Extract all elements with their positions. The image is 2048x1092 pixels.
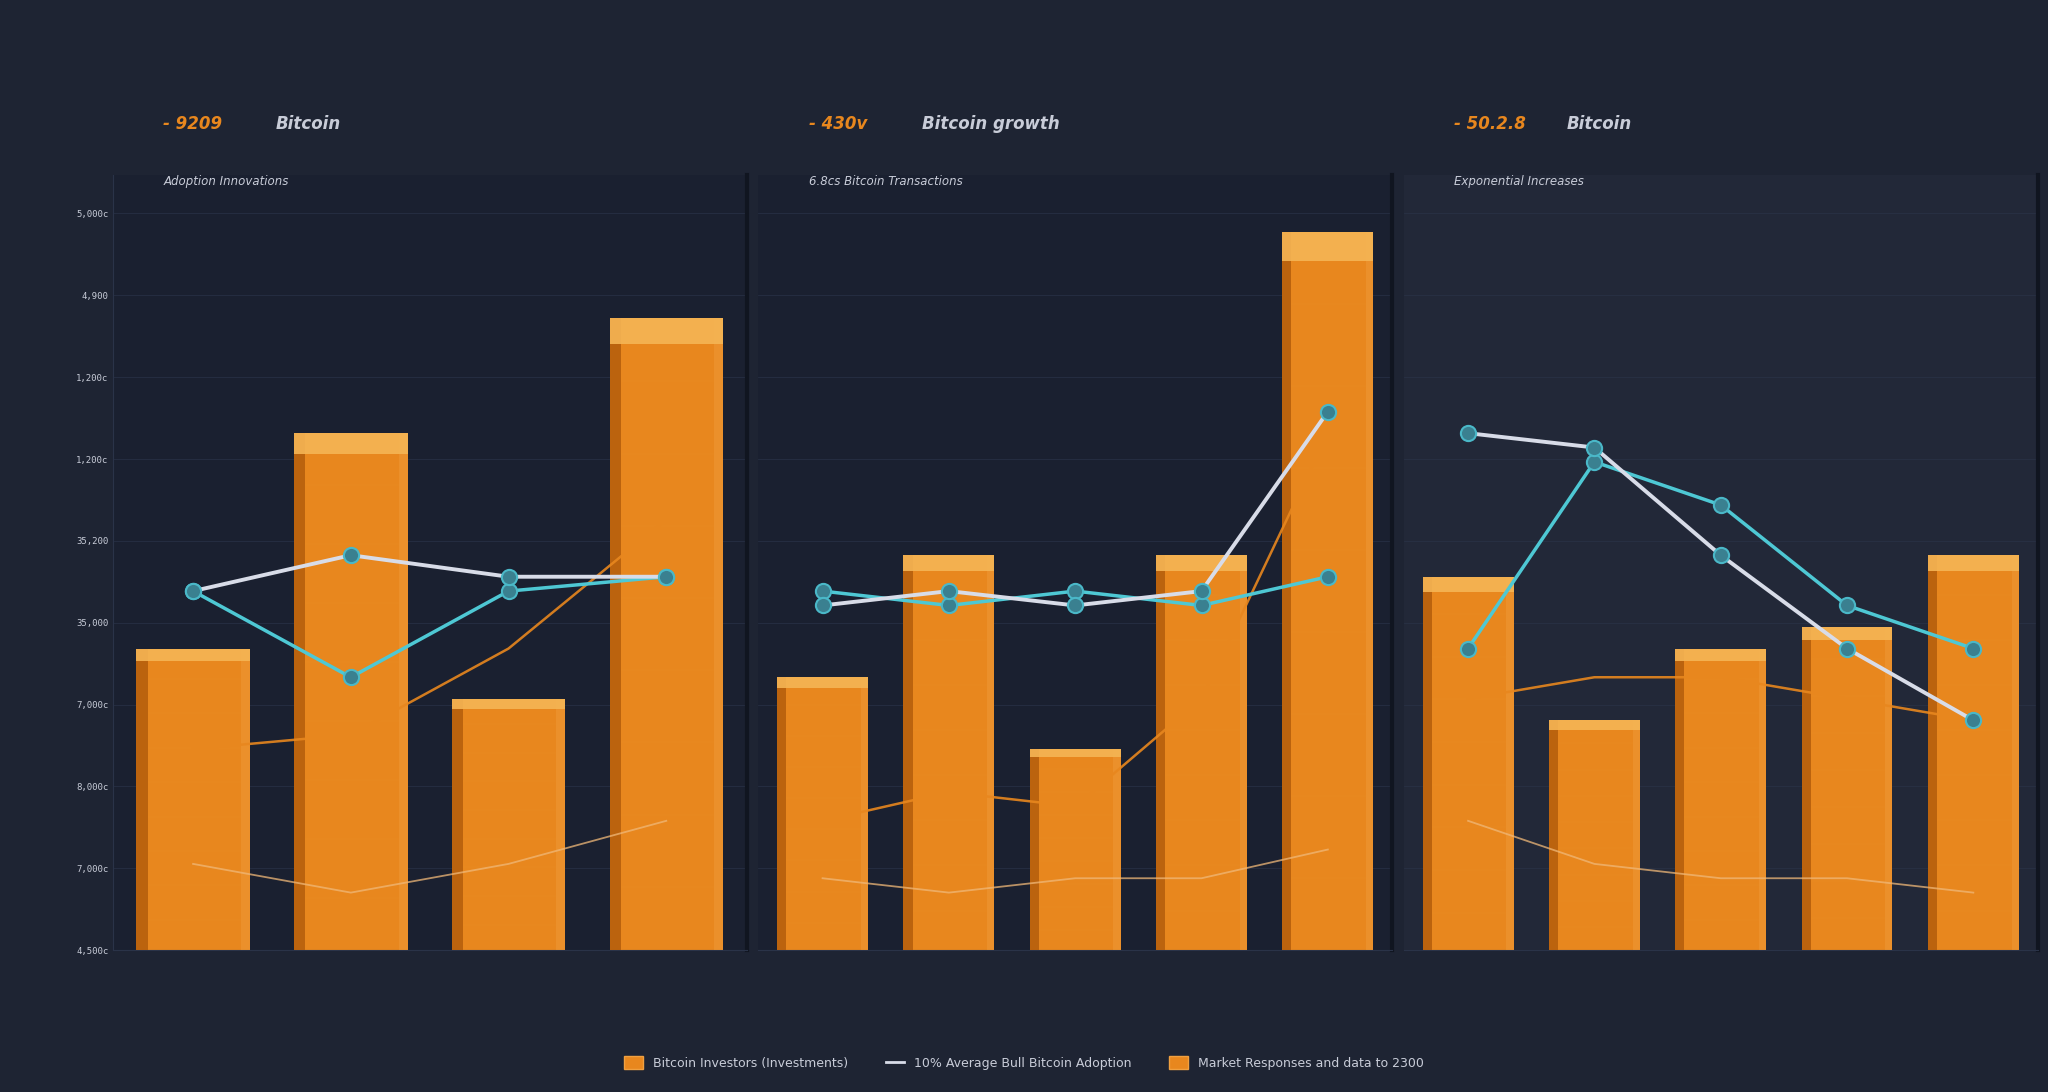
Bar	[1505, 577, 1513, 950]
Bar	[295, 434, 408, 454]
Bar	[715, 318, 723, 950]
Point	[176, 582, 209, 600]
Point	[492, 582, 524, 600]
Bar	[557, 699, 565, 950]
Point	[649, 568, 682, 585]
Bar	[1114, 749, 1120, 950]
Point	[807, 596, 840, 614]
Point	[1452, 425, 1485, 442]
Point	[932, 582, 965, 600]
Bar	[295, 434, 305, 950]
Bar	[137, 649, 250, 661]
Bar	[453, 699, 463, 950]
Bar	[1282, 233, 1374, 261]
Point	[807, 582, 840, 600]
Point	[1311, 568, 1343, 585]
Bar	[1155, 555, 1247, 950]
Bar	[1802, 627, 1892, 640]
Bar	[1423, 577, 1432, 950]
Point	[1958, 712, 1991, 729]
Bar	[137, 649, 147, 950]
Text: Bitcoin: Bitcoin	[1567, 115, 1632, 132]
Point	[1186, 596, 1219, 614]
Legend: Bitcoin Investors (Investments), 10% Average Bull Bitcoin Adoption, Market Respo: Bitcoin Investors (Investments), 10% Ave…	[618, 1052, 1430, 1075]
Point	[1704, 546, 1737, 563]
Point	[1831, 596, 1864, 614]
Bar	[1282, 233, 1292, 950]
Bar	[776, 677, 868, 688]
Bar	[1548, 721, 1640, 950]
Bar	[1927, 555, 2019, 950]
Bar	[1632, 721, 1640, 950]
Point	[492, 568, 524, 585]
Bar	[860, 677, 868, 950]
Bar	[1886, 627, 1892, 950]
Bar	[1030, 749, 1120, 757]
Point	[1579, 453, 1612, 471]
Point	[1831, 640, 1864, 657]
Bar	[1675, 649, 1683, 950]
Point	[1059, 596, 1092, 614]
Bar	[776, 677, 786, 950]
Bar	[1366, 233, 1374, 950]
Text: Bitcoin growth: Bitcoin growth	[922, 115, 1059, 132]
Bar	[1675, 649, 1765, 661]
Bar	[1802, 627, 1892, 950]
Bar	[1927, 555, 2019, 571]
Text: - 50.2.8: - 50.2.8	[1454, 115, 1526, 132]
Point	[176, 582, 209, 600]
Point	[1958, 640, 1991, 657]
Bar	[987, 555, 995, 950]
Bar	[903, 555, 913, 950]
Bar	[610, 318, 723, 344]
Bar	[1548, 721, 1640, 729]
Bar	[137, 649, 250, 950]
Text: 6.8cs Bitcoin Transactions: 6.8cs Bitcoin Transactions	[809, 175, 963, 188]
Bar	[295, 434, 408, 950]
Text: - 430v: - 430v	[809, 115, 866, 132]
Bar	[903, 555, 995, 950]
Bar	[242, 649, 250, 950]
Bar	[399, 434, 408, 950]
Bar	[1239, 555, 1247, 950]
Bar	[1155, 555, 1247, 571]
Point	[1059, 582, 1092, 600]
Point	[334, 546, 367, 563]
Bar	[2011, 555, 2019, 950]
Bar	[1675, 649, 1765, 950]
Bar	[1155, 555, 1165, 950]
Bar	[1030, 749, 1120, 950]
Text: Adoption Innovations: Adoption Innovations	[164, 175, 289, 188]
Bar	[453, 699, 565, 709]
Point	[334, 668, 367, 686]
Bar	[1423, 577, 1513, 950]
Point	[1452, 640, 1485, 657]
Bar	[1548, 721, 1559, 950]
Bar	[610, 318, 723, 950]
Bar	[1423, 577, 1513, 592]
Text: Exponential Increases: Exponential Increases	[1454, 175, 1585, 188]
Bar	[1282, 233, 1374, 950]
Bar	[1759, 649, 1765, 950]
Bar	[453, 699, 565, 950]
Bar	[903, 555, 995, 571]
Text: Bitcoin: Bitcoin	[276, 115, 342, 132]
Point	[649, 568, 682, 585]
Bar	[1802, 627, 1810, 950]
Bar	[1927, 555, 1937, 950]
Point	[1704, 496, 1737, 513]
Bar	[610, 318, 621, 950]
Point	[932, 596, 965, 614]
Text: - 9209: - 9209	[164, 115, 223, 132]
Point	[1311, 403, 1343, 420]
Point	[1579, 439, 1612, 456]
Point	[1186, 582, 1219, 600]
Bar	[776, 677, 868, 950]
Bar	[1030, 749, 1038, 950]
